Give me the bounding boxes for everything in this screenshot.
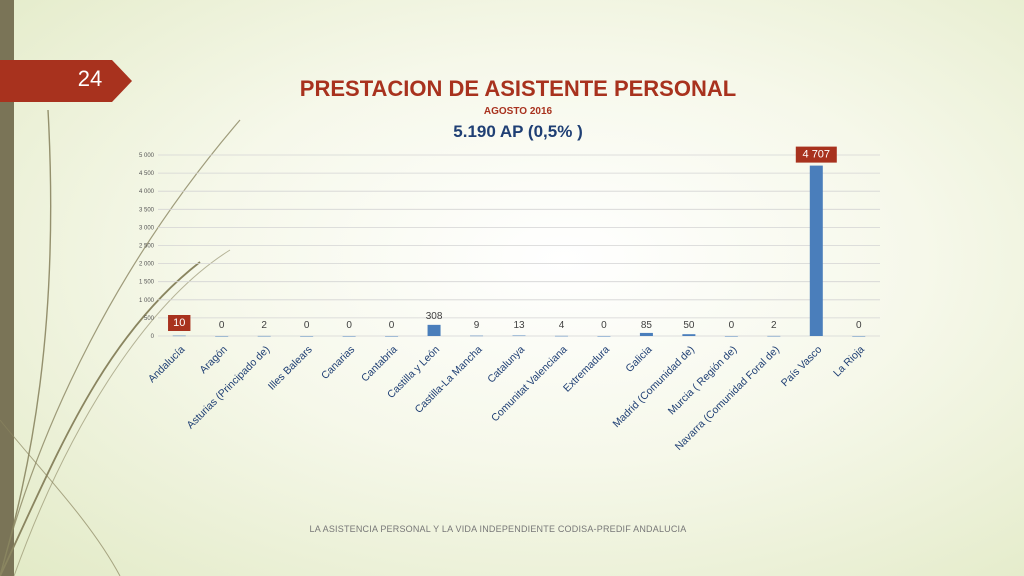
slide-number-tab <box>0 60 132 102</box>
category-label: Extremadura <box>561 344 612 395</box>
chart-subtitle: AGOSTO 2016 <box>483 106 553 117</box>
bars <box>172 165 866 337</box>
y-tick-label: 0 <box>151 334 155 340</box>
y-tick-label: 5 000 <box>139 153 155 159</box>
left-sidebar-bar <box>0 0 14 576</box>
bar <box>554 335 568 337</box>
data-label: 50 <box>683 320 695 331</box>
category-label: Aragón <box>197 344 230 377</box>
category-label: Illes Balears <box>266 344 315 393</box>
bar <box>512 335 526 337</box>
data-label: 85 <box>641 320 653 331</box>
bar <box>300 336 314 337</box>
data-label: 10 <box>173 317 185 329</box>
category-label: Galicia <box>623 344 654 375</box>
bar <box>427 324 441 336</box>
y-tick-label: 500 <box>144 316 155 322</box>
category-label: La Rioja <box>831 344 867 380</box>
bar <box>597 336 611 337</box>
y-tick-label: 2 500 <box>139 244 155 250</box>
bar <box>470 335 484 337</box>
bar <box>639 332 653 336</box>
bar <box>852 336 866 337</box>
y-tick-label: 2 000 <box>139 262 155 268</box>
category-label: País Vasco <box>779 344 825 390</box>
data-label: 0 <box>389 320 395 331</box>
data-label: 2 <box>261 320 267 331</box>
data-label: 0 <box>304 320 310 331</box>
category-label: Andalucía <box>146 344 188 386</box>
bar <box>342 336 356 337</box>
chart-headline: 5.190 AP (0,5% ) <box>453 122 583 141</box>
bar <box>809 165 823 336</box>
category-label: Comunitat Valenciana <box>489 344 570 425</box>
data-label: 9 <box>474 320 480 331</box>
data-label: 0 <box>346 320 352 331</box>
data-label: 4 <box>559 320 565 331</box>
chart-title: PRESTACION DE ASISTENTE PERSONAL <box>299 76 737 101</box>
y-axis-ticks: 0 500 1 000 1 500 2 000 2 500 3 000 3 500 4 000 4… <box>139 153 155 340</box>
data-label: 0 <box>601 320 607 331</box>
slide-number: 24 <box>77 66 103 91</box>
category-label: Canarias <box>319 344 357 382</box>
data-label: 0 <box>856 320 862 331</box>
y-tick-label: 3 500 <box>139 207 155 213</box>
data-labels: 10 0 2 0 0 0 308 9 13 4 0 85 50 0 2 4 707 0 <box>168 146 862 331</box>
y-tick-label: 1 000 <box>139 298 155 304</box>
bar <box>215 336 229 337</box>
y-tick-label: 3 000 <box>139 225 155 231</box>
data-label: 2 <box>771 320 777 331</box>
bar <box>682 334 696 336</box>
data-label: 308 <box>426 311 443 322</box>
y-tick-label: 4 000 <box>139 189 155 195</box>
category-label: Madrid (Comunidad de) <box>611 344 697 430</box>
bar <box>257 335 271 337</box>
y-tick-label: 1 500 <box>139 280 155 286</box>
bar <box>767 335 781 337</box>
data-label: 13 <box>513 320 525 331</box>
bar <box>724 336 738 337</box>
data-label-box <box>795 146 837 163</box>
data-label: 0 <box>729 320 735 331</box>
gridlines <box>158 154 880 337</box>
bar <box>385 336 399 337</box>
category-label: Catalunya <box>485 344 527 386</box>
category-label: Asturias (Principado de) <box>185 344 273 432</box>
category-label: Cantabria <box>359 344 400 385</box>
bar <box>172 335 186 337</box>
y-tick-label: 4 500 <box>139 171 155 177</box>
data-label-box <box>168 315 191 331</box>
data-label: 4 707 <box>803 149 831 161</box>
data-label: 0 <box>219 320 225 331</box>
footer-text: LA ASISTENCIA PERSONAL Y LA VIDA INDEPEN… <box>309 524 687 534</box>
